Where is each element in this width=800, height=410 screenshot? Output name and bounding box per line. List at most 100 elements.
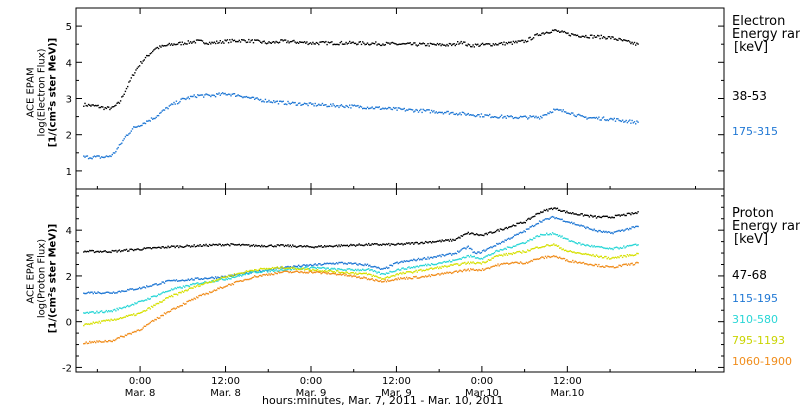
data-point: [105, 291, 108, 293]
data-point: [385, 108, 388, 110]
data-point: [416, 271, 418, 273]
data-point: [352, 275, 354, 277]
data-point: [143, 122, 145, 124]
data-point: [379, 268, 382, 270]
data-point: [426, 258, 428, 260]
data-point: [152, 247, 154, 249]
data-point: [524, 251, 526, 253]
data-point: [373, 43, 376, 45]
data-point: [457, 237, 459, 239]
data-point: [148, 298, 150, 300]
data-point: [140, 300, 142, 302]
data-point: [481, 250, 484, 252]
data-point: [184, 280, 186, 282]
data-point: [534, 215, 536, 217]
data-point: [188, 285, 191, 288]
data-point: [394, 278, 396, 281]
data-point: [167, 297, 169, 299]
data-point: [281, 101, 283, 103]
data-point: [330, 103, 332, 105]
data-point: [143, 299, 145, 302]
data-point: [599, 37, 601, 40]
data-point: [540, 257, 542, 259]
data-point: [531, 216, 534, 218]
data-point: [193, 283, 195, 285]
data-point: [319, 263, 321, 265]
data-point: [452, 111, 454, 114]
data-point: [313, 263, 315, 266]
data-point: [214, 276, 217, 278]
data-point: [538, 258, 541, 260]
data-point: [227, 283, 230, 286]
data-point: [362, 268, 364, 270]
data-point: [576, 262, 579, 264]
data-point: [621, 40, 624, 42]
data-point: [429, 267, 432, 269]
data-point: [537, 258, 540, 260]
data-point: [549, 111, 551, 113]
data-point: [530, 226, 532, 228]
data-point: [309, 263, 312, 266]
data-point: [607, 265, 610, 268]
data-point: [242, 274, 244, 276]
data-point: [368, 265, 370, 267]
data-point: [198, 39, 200, 41]
data-point: [108, 310, 110, 312]
data-point: [256, 269, 258, 272]
data-point: [629, 227, 631, 230]
data-point: [544, 218, 547, 220]
data-point: [572, 259, 574, 262]
data-point: [93, 155, 96, 157]
data-point: [451, 240, 453, 242]
data-point: [465, 248, 467, 250]
data-point: [268, 269, 270, 271]
data-point: [333, 43, 335, 45]
data-point: [111, 310, 113, 313]
data-point: [543, 219, 545, 221]
data-point: [633, 212, 636, 215]
data-point: [303, 267, 306, 269]
data-point: [566, 210, 568, 213]
data-point: [485, 261, 487, 263]
data-point: [83, 105, 85, 107]
data-point: [182, 43, 185, 46]
data-point: [134, 314, 136, 317]
data-point: [123, 306, 125, 308]
data-point: [328, 269, 331, 271]
data-point: [331, 270, 333, 272]
data-point: [554, 109, 556, 111]
data-point: [315, 264, 318, 266]
data-point: [241, 39, 243, 41]
data-point: [320, 245, 322, 247]
data-point: [451, 254, 453, 256]
data-point: [529, 36, 531, 39]
data-point: [471, 232, 473, 234]
data-point: [331, 267, 333, 270]
data-point: [446, 43, 448, 46]
ytick-label-0-2: 3: [66, 95, 72, 106]
data-point: [621, 229, 624, 231]
data-point: [415, 269, 417, 272]
data-point: [103, 108, 105, 111]
data-point: [125, 290, 128, 292]
data-point: [195, 277, 198, 279]
data-point: [579, 214, 581, 216]
data-point: [579, 261, 581, 263]
data-point: [181, 279, 183, 281]
data-point: [360, 269, 363, 272]
data-point: [103, 341, 105, 343]
data-point: [462, 41, 465, 43]
data-point: [346, 275, 348, 277]
data-point: [131, 128, 134, 130]
data-point: [320, 264, 322, 266]
data-point: [170, 279, 173, 282]
data-point: [148, 54, 150, 57]
data-point: [249, 269, 251, 272]
data-point: [326, 267, 328, 269]
data-point: [414, 42, 416, 44]
data-point: [316, 271, 319, 273]
data-point: [300, 104, 302, 106]
data-point: [537, 235, 540, 238]
data-point: [527, 240, 529, 242]
data-point: [335, 270, 338, 272]
